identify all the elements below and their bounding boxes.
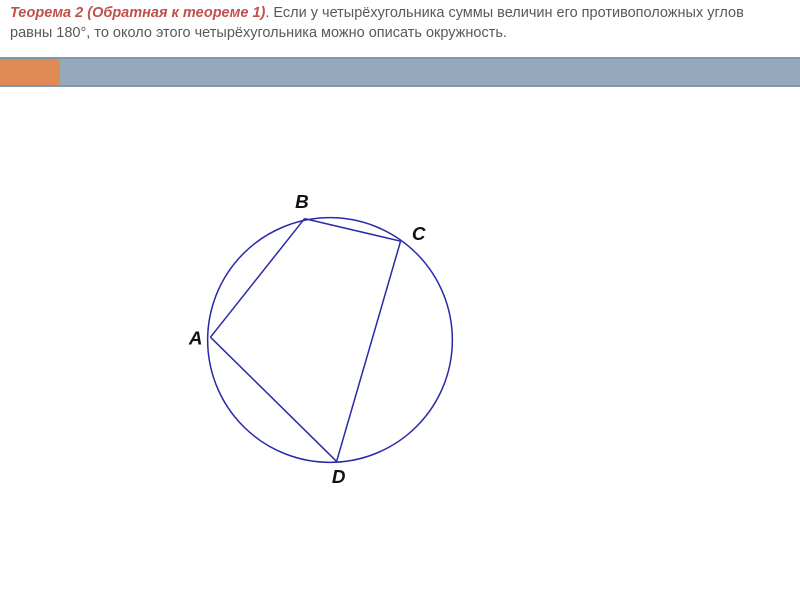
diagram-svg: A B C D [170, 180, 490, 500]
edge-CD [337, 241, 401, 461]
banner-bar [0, 59, 800, 85]
circumscribed-circle [208, 218, 453, 463]
banner-accent [0, 59, 60, 85]
label-C: C [412, 223, 426, 244]
label-A: A [188, 328, 203, 349]
header-banner [0, 57, 800, 87]
banner-bottom-line [0, 85, 800, 87]
label-D: D [332, 466, 346, 487]
edge-BC [305, 219, 401, 242]
theorem-paragraph: Теорема 2 (Обратная к теореме 1). Если у… [0, 0, 800, 51]
diagram: A B C D [170, 180, 490, 500]
theorem-title: Теорема 2 (Обратная к теореме 1) [10, 5, 265, 21]
label-B: B [295, 191, 309, 212]
edge-DA [210, 337, 336, 461]
